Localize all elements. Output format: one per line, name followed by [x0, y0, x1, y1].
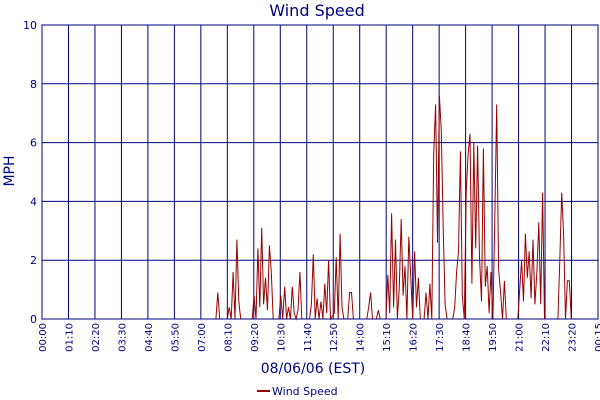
x-tick-label: 16:20 [409, 323, 420, 352]
x-tick-label: 00:15 [594, 323, 600, 352]
x-tick-label: 23:20 [568, 323, 579, 352]
x-tick-label: 00:00 [38, 323, 49, 352]
y-axis-label: MPH [2, 155, 18, 186]
x-tick-label: 10:30 [276, 323, 287, 352]
legend-label: Wind Speed [272, 385, 338, 398]
x-tick-label: 01:10 [64, 323, 75, 352]
x-axis-ticks: 00:00 01:10 02:20 03:30 04:40 05:50 07:00 08:10… [38, 323, 600, 352]
y-tick-label: 8 [30, 78, 37, 91]
series-line-wind-speed [42, 95, 598, 321]
x-tick-label: 08:10 [223, 323, 234, 352]
grid-lines [41, 24, 599, 320]
x-tick-label: 09:20 [250, 323, 261, 352]
x-tick-label: 02:20 [91, 323, 102, 352]
x-tick-label: 12:50 [329, 323, 340, 352]
x-tick-label: 18:40 [462, 323, 473, 352]
x-tick-label: 05:50 [170, 323, 181, 352]
y-tick-label: 4 [30, 195, 37, 208]
x-tick-label: 21:00 [515, 323, 526, 352]
x-tick-label: 14:00 [356, 323, 367, 352]
y-tick-label: 10 [23, 19, 37, 32]
y-axis-ticks: 0 2 4 6 8 10 [23, 19, 37, 326]
x-tick-label: 11:40 [303, 323, 314, 352]
y-tick-label: 6 [30, 137, 37, 150]
plot-frame [41, 24, 599, 320]
x-tick-label: 07:00 [197, 323, 208, 352]
x-tick-label: 15:10 [382, 323, 393, 352]
y-tick-label: 0 [30, 313, 37, 326]
x-tick-label: 17:30 [435, 323, 446, 352]
chart-title: Wind Speed [269, 1, 364, 20]
y-tick-label: 2 [30, 254, 37, 267]
x-tick-label: 03:30 [117, 323, 128, 352]
x-tick-label: 22:10 [541, 323, 552, 352]
x-axis-label: 08/06/06 (EST) [261, 361, 366, 377]
x-tick-label: 04:40 [144, 323, 155, 352]
x-tick-label: 19:50 [488, 323, 499, 352]
series-layer [42, 95, 598, 321]
